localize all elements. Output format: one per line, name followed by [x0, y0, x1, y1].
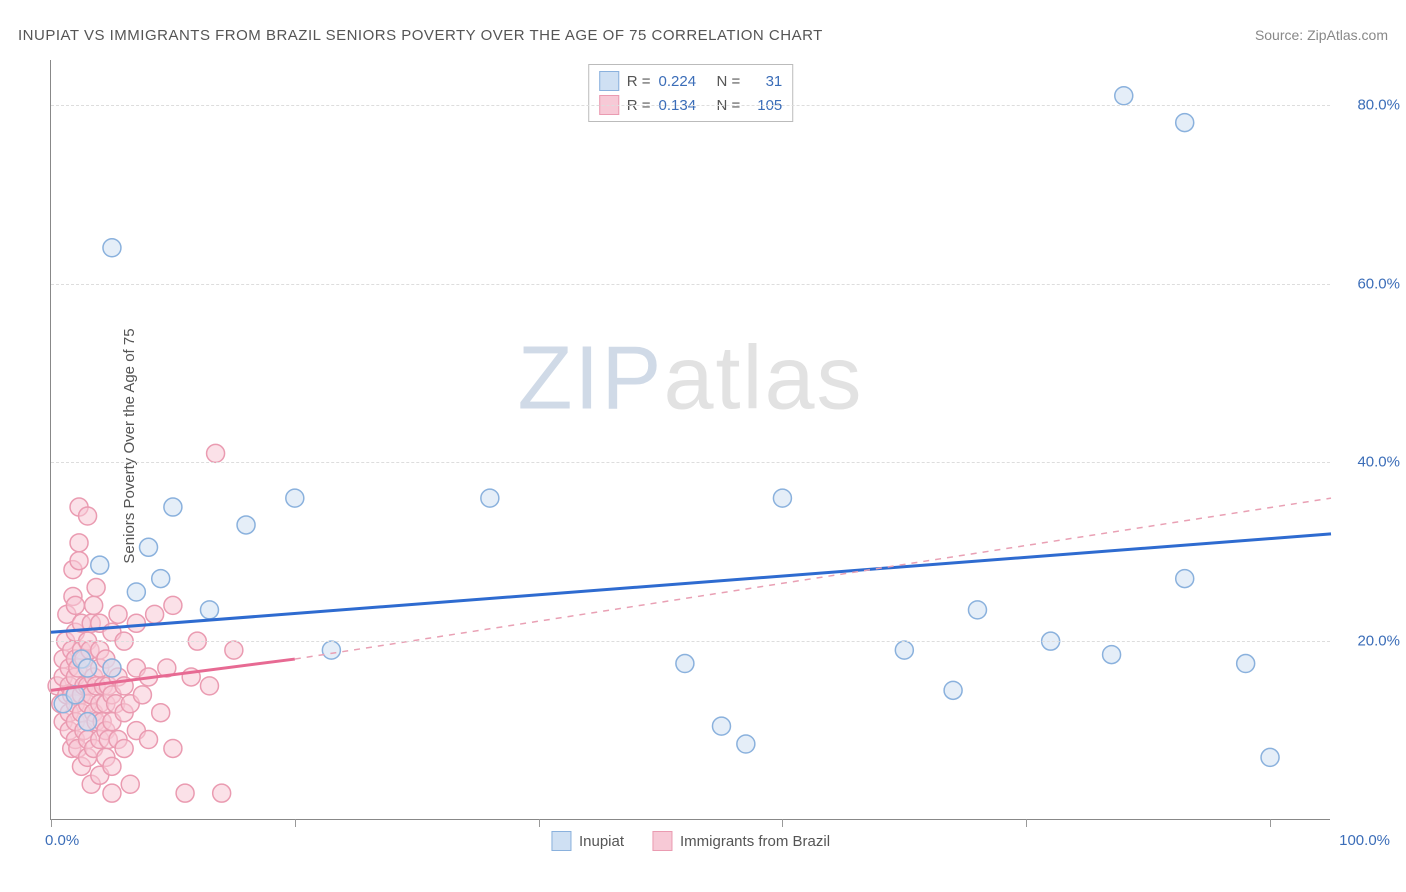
scatter-point-brazil	[152, 704, 170, 722]
x-tick	[1270, 819, 1271, 827]
scatter-point-inupiat	[944, 681, 962, 699]
scatter-point-inupiat	[127, 583, 145, 601]
page-title: INUPIAT VS IMMIGRANTS FROM BRAZIL SENIOR…	[18, 27, 823, 44]
scatter-point-inupiat	[737, 735, 755, 753]
stat-r-label: R =	[627, 73, 651, 90]
scatter-point-inupiat	[481, 489, 499, 507]
scatter-point-inupiat	[91, 556, 109, 574]
scatter-point-inupiat	[322, 641, 340, 659]
legend-swatch-brazil	[652, 831, 672, 851]
scatter-point-inupiat	[1261, 748, 1279, 766]
scatter-point-brazil	[133, 686, 151, 704]
scatter-point-brazil	[176, 784, 194, 802]
scatter-point-brazil	[109, 605, 127, 623]
x-tick	[782, 819, 783, 827]
stats-row-inupiat: R = 0.224 N = 31	[599, 69, 783, 93]
gridline	[51, 105, 1330, 106]
scatter-point-brazil	[85, 596, 103, 614]
scatter-point-inupiat	[773, 489, 791, 507]
swatch-inupiat	[599, 71, 619, 91]
x-tick	[539, 819, 540, 827]
legend-swatch-inupiat	[551, 831, 571, 851]
scatter-point-brazil	[164, 739, 182, 757]
x-tick	[51, 819, 52, 827]
legend-bottom: Inupiat Immigrants from Brazil	[551, 831, 830, 851]
x-tick	[1026, 819, 1027, 827]
scatter-point-brazil	[70, 534, 88, 552]
scatter-point-brazil	[103, 784, 121, 802]
scatter-point-brazil	[66, 596, 84, 614]
scatter-point-inupiat	[968, 601, 986, 619]
scatter-point-brazil	[140, 731, 158, 749]
scatter-point-brazil	[70, 552, 88, 570]
scatter-point-inupiat	[237, 516, 255, 534]
scatter-point-inupiat	[895, 641, 913, 659]
gridline	[51, 284, 1330, 285]
scatter-point-inupiat	[1115, 87, 1133, 105]
legend-label-brazil: Immigrants from Brazil	[680, 833, 830, 850]
scatter-chart: ZIPatlas R = 0.224 N = 31 R = 0.134 N = …	[50, 60, 1330, 820]
plot-svg	[51, 60, 1330, 819]
scatter-point-inupiat	[103, 659, 121, 677]
stat-r-inupiat: 0.224	[659, 73, 709, 90]
scatter-point-brazil	[79, 507, 97, 525]
scatter-point-inupiat	[712, 717, 730, 735]
x-axis-max-label: 100.0%	[1339, 832, 1390, 849]
stats-legend-box: R = 0.224 N = 31 R = 0.134 N = 105	[588, 64, 794, 122]
scatter-point-brazil	[103, 757, 121, 775]
y-tick-label: 60.0%	[1357, 275, 1400, 292]
scatter-point-inupiat	[164, 498, 182, 516]
scatter-point-inupiat	[79, 659, 97, 677]
scatter-point-inupiat	[140, 538, 158, 556]
scatter-point-inupiat	[676, 655, 694, 673]
scatter-point-inupiat	[1176, 570, 1194, 588]
y-tick-label: 20.0%	[1357, 633, 1400, 650]
stat-n-inupiat: 31	[748, 73, 782, 90]
trend-line	[51, 534, 1331, 632]
scatter-point-inupiat	[79, 713, 97, 731]
scatter-point-inupiat	[200, 601, 218, 619]
y-tick-label: 80.0%	[1357, 96, 1400, 113]
scatter-point-brazil	[115, 739, 133, 757]
scatter-point-brazil	[127, 614, 145, 632]
legend-label-inupiat: Inupiat	[579, 833, 624, 850]
source-attribution: Source: ZipAtlas.com	[1255, 27, 1388, 43]
legend-item-inupiat: Inupiat	[551, 831, 624, 851]
scatter-point-brazil	[146, 605, 164, 623]
scatter-point-inupiat	[152, 570, 170, 588]
x-tick	[295, 819, 296, 827]
scatter-point-brazil	[225, 641, 243, 659]
scatter-point-inupiat	[286, 489, 304, 507]
scatter-point-inupiat	[1103, 646, 1121, 664]
scatter-point-brazil	[164, 596, 182, 614]
scatter-point-brazil	[207, 444, 225, 462]
scatter-point-brazil	[213, 784, 231, 802]
scatter-point-brazil	[200, 677, 218, 695]
scatter-point-inupiat	[1237, 655, 1255, 673]
gridline	[51, 641, 1330, 642]
scatter-point-inupiat	[103, 239, 121, 257]
stat-n-label: N =	[717, 73, 741, 90]
x-axis-min-label: 0.0%	[45, 832, 79, 849]
legend-item-brazil: Immigrants from Brazil	[652, 831, 830, 851]
gridline	[51, 462, 1330, 463]
y-tick-label: 40.0%	[1357, 454, 1400, 471]
scatter-point-brazil	[121, 775, 139, 793]
scatter-point-brazil	[87, 579, 105, 597]
scatter-point-inupiat	[1176, 114, 1194, 132]
